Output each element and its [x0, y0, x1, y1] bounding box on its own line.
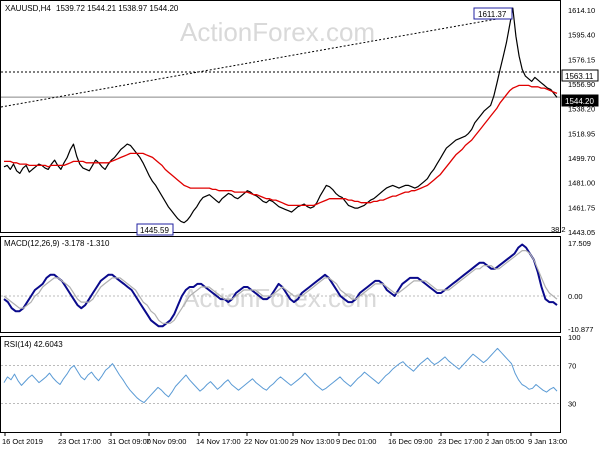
- macd-series-group: [1, 243, 560, 328]
- low-annotation-text: 1445.59: [140, 226, 169, 235]
- x-tick-label: 2 Jan 05:00: [485, 437, 524, 446]
- current-price-annotation: 1544.20: [561, 94, 599, 107]
- x-tick-label: 23 Oct 17:00: [58, 437, 101, 446]
- y-tick-label: -10.877: [568, 325, 593, 334]
- high-annotation: 1611.37: [473, 7, 513, 20]
- rsi-line: [3, 347, 558, 404]
- x-tick-label: 16 Oct 2019: [2, 437, 43, 446]
- axis-labels-group: 1614.10 1595.40 1576.15 1556.90 1538.20 1518.…: [2, 6, 595, 446]
- fib-382-label: 38.2: [551, 225, 566, 234]
- x-tick-label: 14 Nov 17:00: [196, 437, 241, 446]
- rsi-series-group: [1, 347, 560, 404]
- y-tick-label: 1576.15: [568, 55, 595, 64]
- x-tick-label: 29 Nov 13:00: [290, 437, 335, 446]
- y-tick-label: 70: [568, 362, 576, 371]
- signal-line: [3, 250, 558, 324]
- y-tick-label: 17.509: [568, 239, 591, 248]
- x-tick-label: 23 Dec 17:00: [438, 437, 483, 446]
- price-series-line: [3, 7, 558, 224]
- y-tick-label: 1595.40: [568, 31, 595, 40]
- y-tick-label: 1481.00: [568, 179, 595, 188]
- rsi-panel-frame: [0, 336, 561, 433]
- y-tick-label: 100: [568, 333, 581, 342]
- moving-average-line: [4, 84, 558, 207]
- current-price-text: 1544.20: [565, 97, 594, 106]
- level-annotation-1563: 1563.11: [561, 69, 599, 82]
- price-series-group: [0, 7, 560, 224]
- x-tick-label: 9 Dec 01:00: [336, 437, 376, 446]
- macd-title: MACD(12,26,9) -3.178 -1.310: [4, 239, 110, 248]
- x-tick-label: 16 Dec 09:00: [388, 437, 433, 446]
- x-tick-label: 22 Nov 01:00: [244, 437, 289, 446]
- level-1563-text: 1563.11: [565, 72, 594, 81]
- y-tick-label: 1461.75: [568, 203, 595, 212]
- y-tick-label: 1614.10: [568, 6, 595, 15]
- y-tick-label: 1538.20: [568, 105, 595, 114]
- y-tick-label: 1518.95: [568, 129, 595, 138]
- rsi-title: RSI(14) 42.6043: [4, 340, 63, 349]
- y-tick-label: 0.00: [568, 292, 583, 301]
- macd-line: [3, 243, 558, 328]
- watermark-macd: ActionForex.com: [182, 283, 377, 313]
- price-panel-frame: [0, 0, 561, 233]
- y-tick-label: 1443.05: [568, 228, 595, 237]
- trendline: [0, 16, 509, 108]
- y-tick-label: 1556.90: [568, 80, 595, 89]
- symbol-label: XAUUSD,H4: [5, 4, 51, 13]
- y-tick-label: 1499.70: [568, 154, 595, 163]
- x-tick-label: 31 Oct 09:00: [108, 437, 151, 446]
- y-tick-label: 30: [568, 400, 576, 409]
- watermark-price: ActionForex.com: [180, 17, 375, 47]
- x-tick-label: 7 Nov 09:00: [146, 437, 186, 446]
- high-annotation-text: 1611.37: [478, 10, 507, 19]
- ohlc-label: 1539.72 1544.21 1538.97 1544.20: [56, 4, 179, 13]
- low-annotation: 1445.59: [136, 223, 174, 236]
- macd-panel-frame: [0, 236, 561, 333]
- x-tick-label: 9 Jan 13:00: [528, 437, 567, 446]
